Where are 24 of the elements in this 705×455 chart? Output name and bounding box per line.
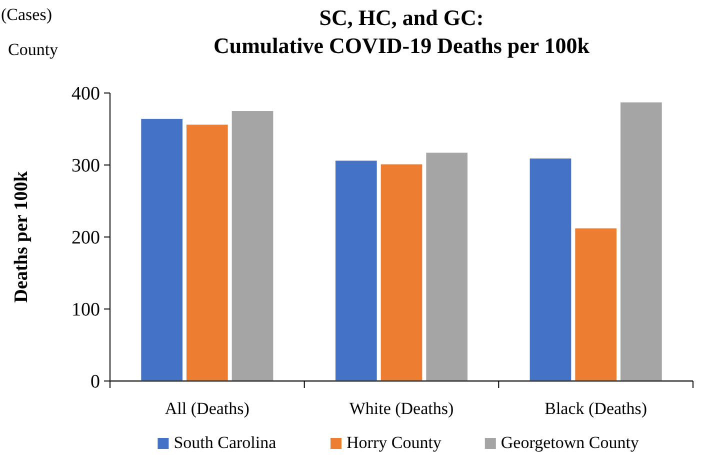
y-tick-label: 400 <box>72 84 100 105</box>
text: (Cases) <box>1 5 52 24</box>
legend-label: Horry County <box>346 433 442 452</box>
y-tick-label: 0 <box>90 372 100 393</box>
bar <box>530 158 572 381</box>
y-axis-title: Deaths per 100k <box>11 170 32 303</box>
bar <box>620 102 662 381</box>
bar <box>426 152 468 381</box>
bar <box>380 164 422 381</box>
chart-title: SC, HC, and GC: Cumulative COVID-19 Deaths per 100k <box>213 5 590 58</box>
x-tick-label: White (Deaths) <box>349 399 454 418</box>
x-tick-label: Black (Deaths) <box>544 399 648 418</box>
legend-label: Georgetown County <box>500 433 640 452</box>
bar <box>335 160 377 381</box>
x-tick-label: All (Deaths) <box>164 399 250 418</box>
y-tick-label: 100 <box>72 300 100 321</box>
bar <box>575 228 617 381</box>
y-tick-label: 200 <box>72 228 100 249</box>
legend-label: South Carolina <box>174 433 277 452</box>
y-tick-label: 300 <box>72 156 100 177</box>
bar <box>232 111 274 381</box>
bar <box>141 118 182 381</box>
text: County <box>8 40 59 59</box>
bar <box>186 124 228 381</box>
